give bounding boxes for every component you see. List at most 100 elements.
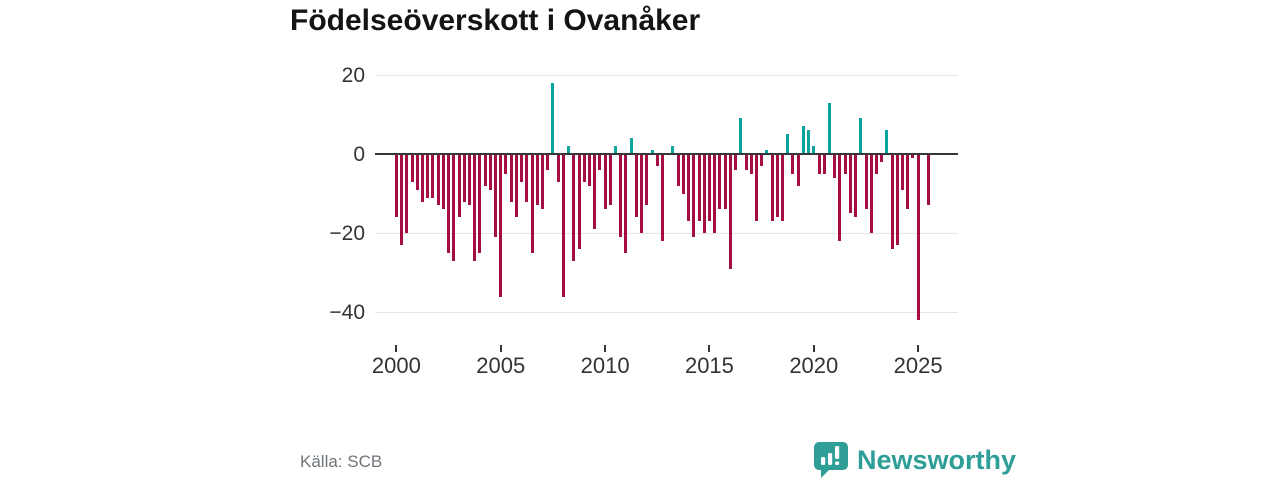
bar-q92 bbox=[874, 154, 878, 174]
x-tick-2000 bbox=[395, 345, 398, 352]
bar-q72 bbox=[770, 154, 774, 222]
bar-q90 bbox=[864, 154, 868, 210]
bar-q60 bbox=[707, 154, 711, 222]
bar-q40 bbox=[603, 154, 607, 210]
bar-q74 bbox=[781, 154, 785, 222]
bar-q68 bbox=[749, 154, 753, 174]
bar-q29 bbox=[546, 154, 550, 170]
bar-q41 bbox=[608, 154, 612, 206]
bar-q6 bbox=[426, 154, 430, 198]
bar-q9 bbox=[441, 154, 445, 210]
bar-q49 bbox=[650, 150, 654, 154]
y-axis-label--40: −40 bbox=[329, 301, 365, 325]
bar-q16 bbox=[478, 154, 482, 253]
bar-q27 bbox=[535, 154, 539, 206]
newsworthy-bubble-chart-icon bbox=[814, 442, 848, 478]
bar-q95 bbox=[890, 154, 894, 250]
bar-q10 bbox=[447, 154, 451, 253]
bar-q96 bbox=[895, 154, 899, 246]
bar-q30 bbox=[551, 82, 555, 154]
bar-q73 bbox=[775, 154, 779, 218]
bar-q34 bbox=[572, 154, 576, 261]
bar-q57 bbox=[692, 154, 696, 238]
bar-q65 bbox=[734, 154, 738, 170]
bar-q87 bbox=[848, 154, 852, 214]
bar-q80 bbox=[812, 146, 816, 154]
bar-q83 bbox=[827, 102, 831, 154]
bar-q100 bbox=[916, 154, 920, 321]
bar-q94 bbox=[885, 130, 889, 154]
bar-q24 bbox=[520, 154, 524, 182]
bar-q15 bbox=[473, 154, 477, 261]
bar-q51 bbox=[661, 154, 665, 242]
bar-q2 bbox=[405, 154, 409, 234]
bar-q77 bbox=[796, 154, 800, 186]
y-axis-label-20: 20 bbox=[341, 63, 365, 87]
x-axis-label-2015: 2015 bbox=[684, 353, 734, 378]
bar-q39 bbox=[598, 154, 602, 170]
bar-q36 bbox=[582, 154, 586, 182]
bar-q93 bbox=[880, 154, 884, 162]
x-axis-label-2025: 2025 bbox=[893, 353, 943, 378]
bar-q38 bbox=[593, 154, 597, 230]
bar-q26 bbox=[530, 154, 534, 253]
source-label: Källa: SCB bbox=[300, 452, 383, 471]
x-axis-label-2005: 2005 bbox=[476, 353, 526, 378]
bar-q62 bbox=[718, 154, 722, 210]
chart-title: Födelseöverskott i Ovanåker bbox=[290, 4, 701, 37]
bar-q45 bbox=[629, 138, 633, 154]
x-tick-2005 bbox=[499, 345, 502, 352]
y-axis-label-0: 0 bbox=[353, 143, 365, 166]
newsworthy-logo: Newsworthy bbox=[812, 440, 1016, 480]
bar-q78 bbox=[801, 126, 805, 154]
bar-q46 bbox=[634, 154, 638, 218]
bar-q64 bbox=[728, 154, 732, 269]
bar-q37 bbox=[587, 154, 591, 186]
bar-q0 bbox=[394, 154, 398, 218]
bar-q4 bbox=[415, 154, 419, 190]
bar-q86 bbox=[843, 154, 847, 174]
bar-q69 bbox=[754, 154, 758, 222]
bar-q89 bbox=[859, 118, 863, 154]
bar-q81 bbox=[817, 154, 821, 174]
bar-q42 bbox=[614, 146, 618, 154]
bar-q75 bbox=[786, 134, 790, 154]
bar-q98 bbox=[906, 154, 910, 210]
bar-q56 bbox=[687, 154, 691, 222]
x-axis-label-2010: 2010 bbox=[580, 353, 630, 378]
x-axis-label-2020: 2020 bbox=[789, 353, 839, 378]
bar-q7 bbox=[431, 154, 435, 198]
x-tick-2020 bbox=[812, 345, 815, 352]
x-tick-2015 bbox=[708, 345, 711, 352]
gridline--20 bbox=[375, 233, 958, 235]
bar-q48 bbox=[645, 154, 649, 206]
bar-q66 bbox=[739, 118, 743, 154]
bar-q88 bbox=[854, 154, 858, 218]
newsworthy-wordmark: Newsworthy bbox=[857, 444, 1017, 475]
gridline-20 bbox=[375, 74, 958, 76]
bar-q28 bbox=[541, 154, 544, 210]
zero-axis-line bbox=[375, 153, 958, 155]
bar-q91 bbox=[869, 154, 873, 234]
bar-q63 bbox=[723, 154, 727, 210]
bar-q25 bbox=[525, 154, 529, 202]
bar-q61 bbox=[713, 154, 717, 234]
bar-q55 bbox=[681, 154, 685, 194]
bar-q71 bbox=[765, 150, 769, 154]
bar-q35 bbox=[577, 154, 581, 250]
bar-q3 bbox=[410, 154, 414, 182]
bar-q58 bbox=[697, 154, 701, 222]
bar-q76 bbox=[791, 154, 795, 174]
bar-q20 bbox=[499, 154, 503, 297]
bar-q44 bbox=[624, 154, 628, 253]
bar-q67 bbox=[744, 154, 748, 170]
x-tick-2025 bbox=[917, 345, 920, 352]
bar-q43 bbox=[619, 154, 623, 238]
bar-q47 bbox=[640, 154, 644, 234]
bar-q13 bbox=[462, 154, 466, 202]
bar-q54 bbox=[676, 154, 680, 186]
bar-q59 bbox=[702, 154, 706, 234]
bar-q31 bbox=[556, 154, 560, 182]
bar-q85 bbox=[838, 154, 842, 242]
